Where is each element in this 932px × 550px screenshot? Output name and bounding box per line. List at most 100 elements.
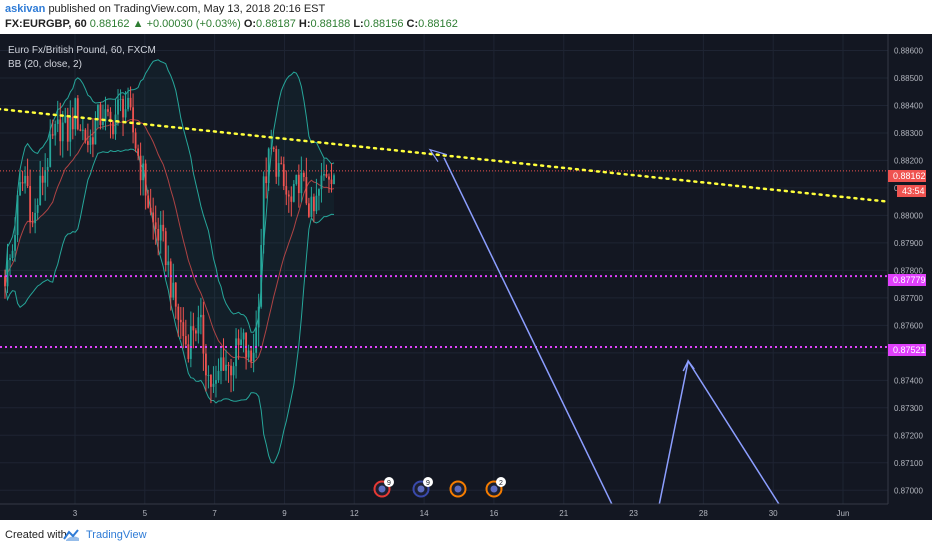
candle-body <box>252 352 255 362</box>
quote-summary: FX:EURGBP, 60 0.88162 ▲ +0.00030 (+0.03%… <box>5 18 458 30</box>
candle-body <box>29 186 32 223</box>
time-tick-label: 30 <box>769 509 778 518</box>
candle-body <box>76 98 79 130</box>
instrument-legend[interactable]: Euro Fx/British Pound, 60, FXCM <box>8 45 156 56</box>
candle-body <box>24 175 26 184</box>
candle-body <box>318 189 320 196</box>
candle-body <box>92 137 94 145</box>
candle-body <box>290 196 293 202</box>
price-tick-label: 0.88500 <box>894 74 923 83</box>
time-tick-label: 14 <box>420 509 429 518</box>
candle-body <box>217 370 220 381</box>
candle-body <box>139 155 142 181</box>
candle-body <box>287 194 290 197</box>
candle-body <box>117 99 119 115</box>
candle-body <box>184 336 187 345</box>
event-marker[interactable]: 9 <box>412 477 434 498</box>
candle-body <box>300 172 303 194</box>
candle-body <box>102 121 104 126</box>
event-flag-icon <box>454 485 462 493</box>
candle-body <box>177 306 180 320</box>
candle-body <box>54 123 57 136</box>
event-marker[interactable]: 9 <box>373 477 395 498</box>
candle-body <box>267 148 270 184</box>
event-count-badge <box>496 477 506 487</box>
price-chart[interactable]: 9 9 2 3 5 7 9 12 14 16 21 23 28 30 Jun 0.88600 0.88500… <box>0 34 932 520</box>
candle-body <box>86 141 89 145</box>
candle-body <box>313 196 315 212</box>
candle-body <box>207 374 210 376</box>
candle-body <box>137 148 140 156</box>
publish-info: askivan published on TradingView.com, Ma… <box>5 3 325 15</box>
candle-body <box>109 111 112 122</box>
candle-body <box>240 339 242 345</box>
candle-body <box>262 176 265 246</box>
candle-body <box>282 164 285 187</box>
candle-body <box>132 107 134 133</box>
candle-body <box>323 174 325 176</box>
horizontal-levels[interactable] <box>0 170 888 349</box>
candle-body <box>167 261 170 266</box>
candle-body <box>114 114 117 135</box>
candle-body <box>99 104 102 126</box>
time-tick-label: 16 <box>489 509 498 518</box>
event-marker[interactable]: 2 <box>485 477 507 498</box>
time-tick-label: 23 <box>629 509 638 518</box>
projection-origin-mark <box>428 148 448 163</box>
level1-text: 0.87779 <box>893 275 926 285</box>
candle-body <box>333 175 335 185</box>
projection-lines[interactable] <box>428 148 787 516</box>
candle-body <box>189 326 192 359</box>
tradingview-brand[interactable]: TradingView <box>86 529 147 541</box>
last-price: 0.88162 <box>89 18 130 30</box>
grid-lines <box>0 34 888 504</box>
event-flag-icon <box>417 485 425 493</box>
candle-body <box>297 174 300 194</box>
event-count-text: 9 <box>387 480 391 487</box>
chart-pane[interactable]: 9 9 2 3 5 7 9 12 14 16 21 23 28 30 Jun 0.88600 0.88500… <box>0 34 932 520</box>
trendline[interactable] <box>0 107 890 203</box>
candle-body <box>225 364 227 371</box>
candle-body <box>36 205 39 213</box>
event-count-text: 9 <box>426 480 430 487</box>
candle-body <box>127 97 129 110</box>
candle-body <box>247 350 250 358</box>
candle-body <box>235 338 237 367</box>
candle-body <box>265 176 268 184</box>
time-axis-bg <box>0 504 888 520</box>
event-markers[interactable]: 9 9 2 <box>373 477 507 498</box>
low-value: 0.88156 <box>363 18 404 30</box>
event-count-text: 2 <box>499 480 503 487</box>
candle-body <box>21 182 24 184</box>
candle-body <box>272 147 275 149</box>
event-marker[interactable] <box>449 480 467 498</box>
countdown-text: 43:54 <box>902 186 925 196</box>
price-tick-label: 0.87400 <box>894 376 923 385</box>
candle-body <box>230 365 232 376</box>
candle-body <box>81 129 84 131</box>
candle-body <box>320 175 323 190</box>
up-arrow-icon: ▲ <box>132 18 144 30</box>
price-tick-label: 0.88400 <box>894 101 923 110</box>
bb-basis <box>4 118 335 363</box>
candle-body <box>325 174 328 177</box>
footer: Created with TradingView <box>0 520 932 550</box>
candle-body <box>142 163 145 181</box>
symbol-label[interactable]: FX:EURGBP, 60 <box>5 18 87 30</box>
author-link[interactable]: askivan <box>5 3 46 15</box>
candle-body <box>69 116 72 142</box>
candle-body <box>134 132 137 149</box>
candle-body <box>212 383 215 387</box>
candle-body <box>277 163 280 177</box>
time-tick-label: Jun <box>837 509 850 518</box>
candle-body <box>245 332 247 358</box>
price-tick-label: 0.88000 <box>894 211 923 220</box>
candle-body <box>19 182 21 196</box>
candle-body <box>315 195 318 212</box>
candle-body <box>169 261 172 298</box>
indicator-legend[interactable]: BB (20, close, 2) <box>8 59 82 70</box>
time-axis[interactable]: 3 5 7 9 12 14 16 21 23 28 30 Jun <box>73 509 850 518</box>
high-value: 0.88188 <box>310 18 351 30</box>
time-tick-label: 28 <box>699 509 708 518</box>
candle-body <box>220 357 222 371</box>
